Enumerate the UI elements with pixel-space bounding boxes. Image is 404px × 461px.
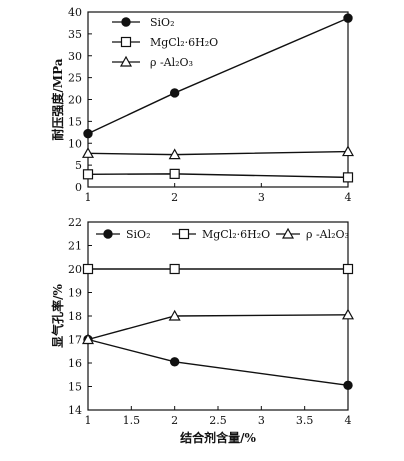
data-point <box>169 357 180 367</box>
x-tick-label: 1.5 <box>123 414 141 427</box>
data-point <box>341 308 355 320</box>
legend-label: SiO₂ <box>126 228 150 241</box>
series-line <box>87 173 349 179</box>
x-tick-label: 3.5 <box>296 414 314 427</box>
legend-label: ρ -Al₂O₃ <box>150 56 193 69</box>
x-tick-label: 2 <box>171 414 178 427</box>
data-point <box>343 380 353 391</box>
y-tick-label: 21 <box>68 240 82 253</box>
series-line <box>87 150 349 156</box>
y-tick-label: 35 <box>68 28 82 41</box>
data-point <box>342 263 354 275</box>
y-axis-label: 显气孔率/% <box>50 284 65 348</box>
x-tick-label: 3 <box>258 191 265 204</box>
legend-label: MgCl₂·6H₂O <box>202 228 270 241</box>
legend-marker <box>178 228 190 240</box>
x-tick-label: 3 <box>258 414 265 427</box>
y-tick-label: 19 <box>68 287 82 300</box>
legend-marker <box>121 17 131 27</box>
data-point <box>343 13 353 23</box>
data-point <box>169 263 180 275</box>
x-tick-label: 2 <box>171 191 178 204</box>
y-tick-label: 22 <box>68 216 82 229</box>
data-point <box>168 148 181 160</box>
y-tick-label: 0 <box>75 181 82 194</box>
x-tick-label: 4 <box>345 191 352 204</box>
x-tick-label: 4 <box>345 414 352 427</box>
data-point <box>81 147 95 158</box>
chart-panel-1: 0 5 10 15 20 25 30 35 40 1 2 3 4 耐压强度/MPa SiO₂ MgCl₂·6H… <box>50 6 355 204</box>
data-point <box>81 333 95 345</box>
data-point <box>83 128 93 139</box>
data-point <box>341 145 355 157</box>
y-tick-label: 16 <box>68 357 82 370</box>
y-tick-label: 40 <box>68 6 82 19</box>
legend-marker <box>281 227 295 239</box>
y-tick-label: 15 <box>68 115 82 128</box>
legend-label: ρ -Al₂O₃ <box>306 228 349 241</box>
data-point <box>82 263 94 275</box>
data-point <box>82 169 94 180</box>
legend-marker <box>119 55 133 67</box>
y-tick-label: 30 <box>68 50 82 63</box>
data-point <box>169 168 180 179</box>
legend-label: SiO₂ <box>150 16 174 29</box>
series-line <box>87 338 349 387</box>
y-axis-label: 耐压强度/MPa <box>50 58 65 140</box>
x-tick-label: 1 <box>85 414 92 427</box>
data-point <box>168 309 181 321</box>
data-point <box>342 172 354 183</box>
y-tick-label: 14 <box>68 404 82 417</box>
x-tick-label: 2.5 <box>209 414 227 427</box>
x-tick-label: 1 <box>85 191 92 204</box>
y-tick-label: 20 <box>68 94 82 107</box>
data-point <box>169 88 180 98</box>
legend-marker <box>103 229 113 239</box>
legend-marker <box>120 36 132 48</box>
y-tick-label: 20 <box>68 263 82 276</box>
y-tick-label: 5 <box>75 159 82 172</box>
legend-label: MgCl₂·6H₂O <box>150 36 218 49</box>
y-tick-label: 17 <box>68 334 82 347</box>
x-axis-label: 结合剂含量/% <box>180 430 256 445</box>
chart-panel-2: 14 15 16 17 18 19 20 21 22 1 1.5 2 2.5 3 3.5 4 显气孔率/% 结合剂… <box>50 216 355 445</box>
y-tick-label: 10 <box>68 137 82 150</box>
y-tick-label: 25 <box>68 72 82 85</box>
y-tick-label: 18 <box>68 310 82 323</box>
series-line <box>87 314 349 341</box>
y-tick-label: 15 <box>68 381 82 394</box>
